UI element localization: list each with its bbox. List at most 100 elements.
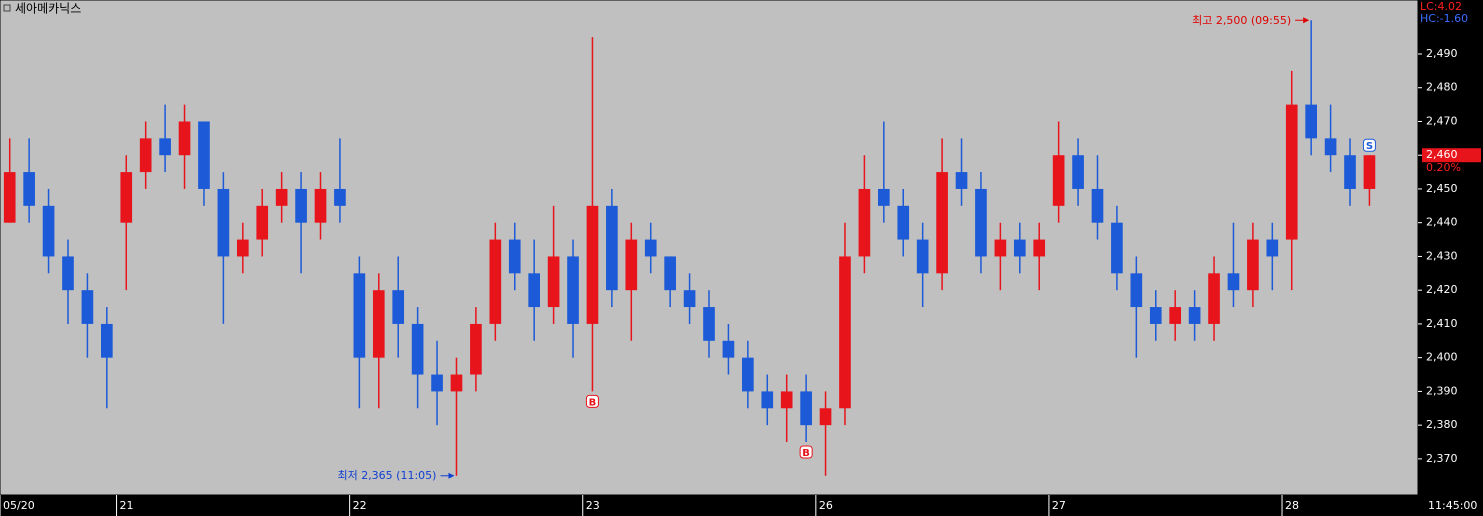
- candle-body: [120, 172, 133, 223]
- y-tick-label: 2,390: [1426, 384, 1458, 397]
- candle-body: [508, 239, 521, 274]
- x-tick-label: 23: [586, 499, 600, 512]
- candle-body: [858, 188, 871, 257]
- x-tick-label: 26: [819, 499, 833, 512]
- y-tick-label: 2,480: [1426, 81, 1458, 94]
- candle-body: [139, 138, 152, 173]
- candle-body: [198, 121, 210, 189]
- candle-body: [1052, 155, 1065, 206]
- candle-body: [567, 256, 579, 324]
- signal-label: S: [1366, 141, 1373, 152]
- candle-body: [81, 290, 94, 324]
- candle-body: [450, 374, 463, 392]
- candle-body: [742, 357, 754, 392]
- y-tick-label: 2,470: [1426, 114, 1458, 127]
- signal-marker: [799, 445, 813, 459]
- candle-body: [256, 205, 269, 240]
- candle-body: [489, 239, 502, 324]
- candle-body: [372, 290, 385, 358]
- candle-body: [839, 256, 851, 409]
- candle-body: [916, 239, 929, 274]
- bottom-axis: [0, 495, 1483, 516]
- candle-body: [62, 256, 74, 291]
- candle-body: [431, 374, 443, 392]
- candle-body: [625, 239, 638, 291]
- candle-body: [683, 290, 696, 308]
- signal-marker: [1362, 138, 1376, 152]
- signal-marker: [585, 394, 599, 408]
- candle-body: [392, 290, 405, 324]
- candle-body: [936, 172, 948, 274]
- candle-body: [1169, 307, 1182, 324]
- candle-body: [411, 323, 424, 375]
- candle-body: [1344, 155, 1356, 189]
- candle-body: [547, 256, 560, 308]
- candle-body: [800, 391, 812, 426]
- candle-body: [1285, 104, 1298, 240]
- candle-body: [23, 172, 35, 206]
- candle-body: [897, 205, 910, 240]
- low-arrowhead: [448, 472, 455, 479]
- candle-body: [101, 323, 113, 358]
- candle-body: [606, 205, 618, 291]
- plot-area: [0, 0, 1419, 496]
- candle-body: [217, 188, 230, 257]
- candle-body: [1072, 155, 1084, 189]
- candle-body: [586, 205, 599, 324]
- chart-title: 세아메카닉스: [15, 2, 81, 16]
- signal-label: B: [802, 448, 810, 459]
- candle-body: [1130, 273, 1143, 308]
- candle-body: [994, 239, 1007, 257]
- high-note: 최고 2,500 (09:55): [1192, 14, 1291, 27]
- x-tick-label: 27: [1052, 499, 1066, 512]
- candle-body: [353, 273, 366, 358]
- candle-body: [159, 138, 171, 156]
- x-tick-label: 21: [120, 499, 134, 512]
- y-tick-label: 2,410: [1426, 317, 1458, 330]
- title-icon: [3, 4, 11, 12]
- time-label: 11:45:00: [1428, 499, 1477, 512]
- signal-label: B: [589, 397, 597, 408]
- candle-body: [528, 273, 541, 308]
- candle-body: [1208, 273, 1220, 324]
- candle-body: [761, 391, 774, 409]
- candle-body: [334, 188, 346, 206]
- right-axis: [1418, 0, 1483, 516]
- y-tick-label: 2,380: [1426, 418, 1458, 431]
- x-tick-label: 22: [353, 499, 367, 512]
- candle-body: [1227, 273, 1240, 291]
- candle-body: [295, 188, 307, 223]
- y-tick-label: 2,400: [1426, 351, 1458, 364]
- candle-body: [975, 188, 987, 257]
- low-note: 최저 2,365 (11:05): [337, 469, 436, 482]
- x-tick-label: 28: [1285, 499, 1299, 512]
- change-label: 0.20%: [1426, 161, 1461, 174]
- candle-body: [275, 188, 288, 206]
- candle-body: [42, 205, 55, 257]
- candle-body: [1033, 239, 1046, 257]
- candle-body: [1324, 138, 1337, 156]
- y-tick-label: 2,420: [1426, 283, 1458, 296]
- hc-label: HC:-1.60: [1420, 12, 1468, 25]
- candle-body: [1363, 155, 1376, 189]
- high-arrowhead: [1303, 17, 1310, 24]
- candle-body: [877, 188, 890, 206]
- candle-body: [703, 307, 715, 341]
- y-tick-label: 2,370: [1426, 452, 1458, 465]
- candle-body: [1111, 222, 1123, 274]
- last-price-box: [1422, 148, 1481, 163]
- candle-body: [1149, 307, 1162, 324]
- candle-body: [470, 323, 482, 375]
- candle-body: [236, 239, 249, 257]
- candle-body: [314, 188, 327, 223]
- candle-body: [664, 256, 676, 291]
- candle-body: [3, 172, 16, 223]
- candle-body: [955, 172, 968, 189]
- x-tick-label: 05/20: [3, 499, 35, 512]
- candle-body: [1305, 104, 1317, 139]
- candle-body: [722, 340, 735, 358]
- last-price-label: 2,460: [1426, 148, 1458, 161]
- candle-body: [1013, 239, 1026, 257]
- y-tick-label: 2,490: [1426, 47, 1458, 60]
